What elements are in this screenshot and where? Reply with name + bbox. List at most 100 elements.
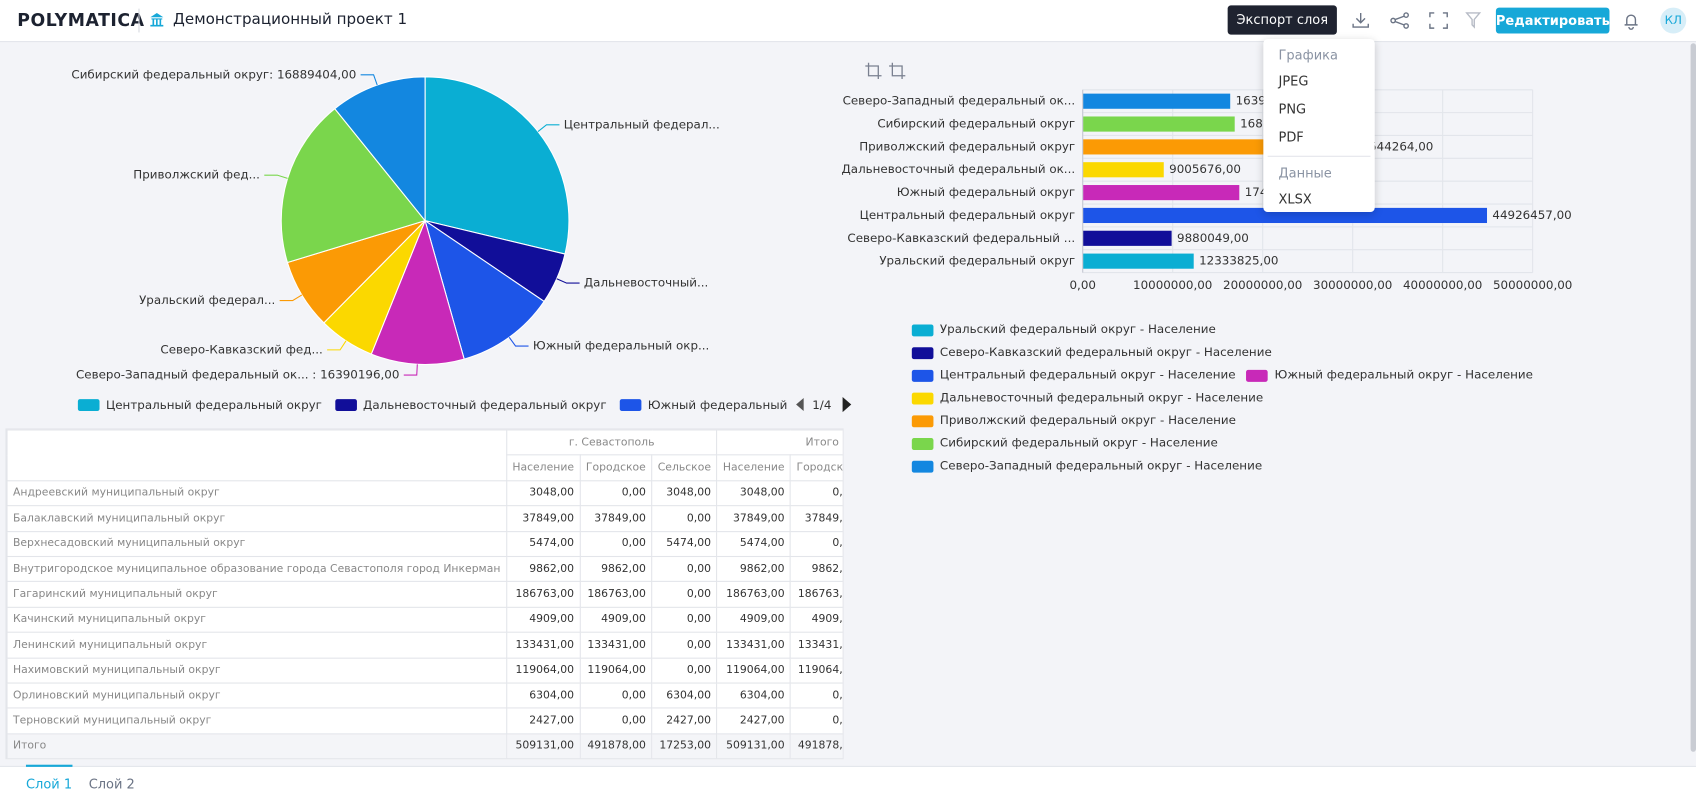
tab[interactable]: Слой 1 [25,764,73,792]
crop-icons [865,62,906,79]
value-label: 44926457,00 [1492,208,1571,222]
fullscreen-icon[interactable] [1429,12,1448,29]
cell: 3048,00 [505,479,581,507]
legend-item[interactable]: Центральный федеральный округ [77,397,322,412]
row-header[interactable]: Итого [6,732,507,759]
toolbar-icons [1352,12,1638,30]
crop-reset-icon[interactable] [889,62,906,79]
table: г. Севастополь Итого Население Городское Сел… [6,429,843,759]
cell: 0,00 [579,707,653,735]
logo[interactable]: POLYMATICA [17,9,145,31]
leader-line [508,337,529,347]
data-table: г. Севастополь Итого Население Городское Сел… [5,428,844,760]
tooltip: Экспорт слоя [1227,5,1337,35]
corner [6,429,507,482]
cell: 4909,00 [716,606,792,633]
legend-item[interactable]: Уральский федеральный округ - Население [911,321,1216,337]
table-row: Андреевский муниципальный округ 3048,00 0,… [6,479,843,507]
table-row: Качинский муниципальный округ 4909,00 4909… [6,606,843,633]
menu-item[interactable]: PNG [1278,101,1307,117]
cell: 0,00 [789,707,843,735]
filter-icon[interactable] [1465,12,1482,29]
legend-item[interactable]: Северо-Кавказский федеральный округ - На… [911,344,1272,360]
row-header[interactable]: Андреевский муниципальный округ [6,479,507,507]
column-header[interactable]: Городское [789,454,843,482]
leader-line [537,124,560,132]
menu-item[interactable]: XLSX [1278,191,1312,207]
row-header[interactable]: Орлиновский муниципальный округ [6,682,507,709]
layer-tabs: Слой 1 Слой 2 [0,764,1696,796]
row-header[interactable]: Внутригородское муниципальное образовани… [6,555,507,583]
scrollbar[interactable] [1690,43,1696,752]
column-header[interactable]: Население [505,454,581,482]
legend-item[interactable]: Сибирский федеральный округ - Население [911,435,1218,451]
leader-line [556,278,580,284]
legend-item[interactable]: Приволжский федеральный округ - Населени… [911,412,1236,428]
cell: 186763,00 [716,581,792,608]
crop-icon[interactable] [865,62,882,79]
column-header[interactable]: Городское [579,454,653,482]
cell: 4909,00 [579,606,653,633]
x-tick-label: 0,00 [1069,278,1095,292]
legend-item[interactable]: Северо-Западный федеральный округ - Насе… [911,458,1262,474]
download-icon[interactable] [1352,12,1369,28]
cell: 2427,00 [651,707,718,735]
legend-label: Южный федеральный [647,397,788,412]
pie-label: Южный федеральный окр... [533,339,709,353]
leader-line [360,74,378,86]
menu-section-title: Графика [1278,47,1338,63]
cell: 9862,00 [579,555,653,583]
table-row: Нахимовский муниципальный округ 119064,00… [6,657,843,684]
row-header[interactable]: Нахимовский муниципальный округ [6,657,507,684]
group-header-row: г. Севастополь Итого [6,429,843,482]
avatar[interactable]: КЛ [1660,7,1687,34]
group-header[interactable]: г. Севастополь [505,429,718,456]
legend-label: Центральный федеральный округ [105,397,322,412]
legend-item[interactable]: Дальневосточный федеральный округ [334,397,607,412]
row-header[interactable]: Ленинский муниципальный округ [6,631,507,659]
y-tick-label: Центральный федеральный округ [860,208,1076,222]
project-title[interactable]: Демонстрационный проект 1 [173,10,408,29]
cell: 37849,00 [789,505,843,532]
bell-icon[interactable] [1624,14,1638,30]
legend-item[interactable]: Центральный федеральный округ - Населени… [911,367,1236,383]
table-row: Балаклавский муниципальный округ 37849,00… [6,505,843,532]
y-tick-label: Северо-Западный федеральный ок... [843,94,1076,108]
menu-item[interactable]: JPEG [1278,73,1309,89]
group-header[interactable]: Итого [716,429,843,456]
share-icon[interactable] [1390,12,1409,29]
row-header[interactable]: Гагаринский муниципальный округ [6,581,507,608]
row-header[interactable]: Терновский муниципальный округ [6,707,507,735]
row-header[interactable]: Качинский муниципальный округ [6,606,507,633]
prev-page[interactable] [796,398,804,412]
x-tick-label: 10000000,00 [1133,278,1212,292]
bar [1082,185,1240,201]
column-header[interactable]: Сельское [651,454,718,482]
bar [1082,93,1231,109]
cell: 5474,00 [716,530,792,557]
table-row: Итого 509131,00 491878,00 17253,00 509131,00… [6,732,843,759]
cell: 37849,00 [716,505,792,532]
cell: 0,00 [651,657,718,684]
column-header[interactable]: Население [716,454,792,482]
tab[interactable]: Слой 2 [88,776,135,792]
legend-item[interactable]: Южный федеральный [619,397,788,412]
edit-button[interactable]: Редактировать [1495,7,1610,34]
next-page[interactable] [842,396,851,413]
pie-slice [280,107,427,264]
legend-label: Южный федеральный округ - Население [1274,367,1533,382]
y-tick-label: Уральский федеральный округ [879,254,1075,268]
cell: 5474,00 [651,530,718,557]
row-header[interactable]: Верхнесадовский муниципальный округ [6,530,507,557]
pie-label: Уральский федерал... [139,293,275,307]
legend-item[interactable]: Дальневосточный федеральный округ - Насе… [911,389,1263,405]
menu-section-title: Данные [1278,165,1332,181]
cell: 186763,00 [579,581,653,608]
cell: 2427,00 [505,707,581,735]
legend-item[interactable]: Южный федеральный округ - Население [1246,367,1533,383]
divider [138,8,140,33]
cell: 133431,00 [716,631,792,659]
row-header[interactable]: Балаклавский муниципальный округ [6,505,507,532]
legend-swatch [911,369,934,382]
menu-item[interactable]: PDF [1278,129,1304,145]
